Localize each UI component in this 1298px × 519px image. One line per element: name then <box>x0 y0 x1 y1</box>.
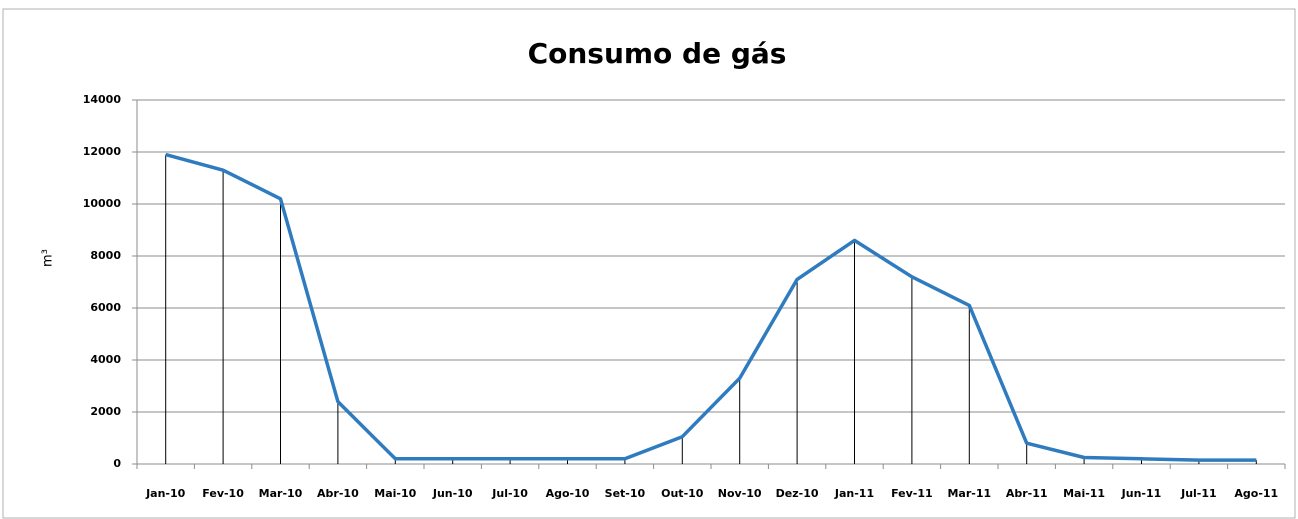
y-tick-label: 6000 <box>90 301 121 314</box>
chart-title: Consumo de gás <box>528 37 787 70</box>
y-tick-label: 0 <box>113 457 121 470</box>
x-tick-label: Jun-11 <box>1121 487 1162 500</box>
x-tick-label: Dez-10 <box>776 487 819 500</box>
y-axis-label: m³ <box>41 249 56 267</box>
x-tick-label: Jan-11 <box>834 487 874 500</box>
x-tick-label: Ago-10 <box>546 487 590 500</box>
y-tick-label: 4000 <box>90 353 121 366</box>
x-tick-label: Ago-11 <box>1234 487 1278 500</box>
x-tick-label: Jun-10 <box>432 487 473 500</box>
x-tick-label: Mai-10 <box>374 487 416 500</box>
x-tick-label: Jul-10 <box>491 487 528 500</box>
x-tick-label: Jan-10 <box>145 487 186 500</box>
x-tick-label: Mai-11 <box>1063 487 1105 500</box>
x-tick-label: Set-10 <box>605 487 646 500</box>
x-tick-label: Mar-10 <box>259 487 303 500</box>
y-tick-label: 12000 <box>83 145 122 158</box>
y-tick-label: 14000 <box>83 93 122 106</box>
x-tick-label: Fev-11 <box>891 487 933 500</box>
x-tick-label: Abr-11 <box>1006 487 1048 500</box>
line-series <box>165 152 1257 462</box>
y-tick-label: 8000 <box>90 249 121 262</box>
x-tick-label: Jul-11 <box>1180 487 1217 500</box>
x-tick-label: Out-10 <box>661 487 704 500</box>
x-tick-label: Nov-10 <box>718 487 762 500</box>
y-tick-label: 10000 <box>83 197 122 210</box>
y-tick-label: 2000 <box>90 405 121 418</box>
x-tick-label: Fev-10 <box>202 487 244 500</box>
chart-border <box>2 8 1296 519</box>
x-tick-label: Abr-10 <box>317 487 359 500</box>
x-tick-label: Mar-11 <box>947 487 991 500</box>
